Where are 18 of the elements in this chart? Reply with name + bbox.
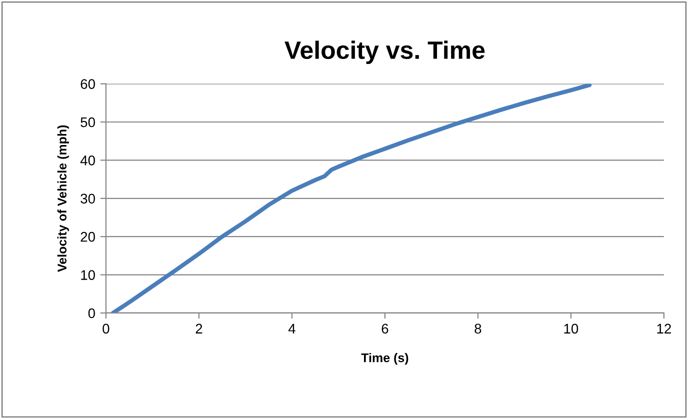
line-series [110, 84, 592, 313]
x-tick-label: 2 [196, 324, 202, 334]
x-tick-label: 10 [564, 324, 578, 334]
y-tick-label: 20 [80, 232, 95, 242]
y-axis-title: Velocity of Vehicle (mph) [57, 125, 69, 272]
y-tick-label: 10 [81, 270, 95, 280]
x-tick-label: 4 [288, 324, 296, 334]
y-tick-label: 50 [80, 117, 95, 128]
y-tick-label: 30 [80, 194, 95, 204]
x-tick-label: 8 [474, 324, 482, 334]
x-tick-label: 6 [382, 324, 388, 334]
y-tick-label: 40 [80, 156, 95, 166]
y-tick-label: 0 [88, 308, 95, 318]
x-axis-title: Time (s) [361, 353, 408, 365]
chart-title: Velocity vs. Time [284, 40, 485, 64]
x-tick-label: 0 [102, 324, 110, 334]
x-tick-label: 12 [657, 324, 671, 334]
y-tick-label: 60 [80, 79, 95, 89]
